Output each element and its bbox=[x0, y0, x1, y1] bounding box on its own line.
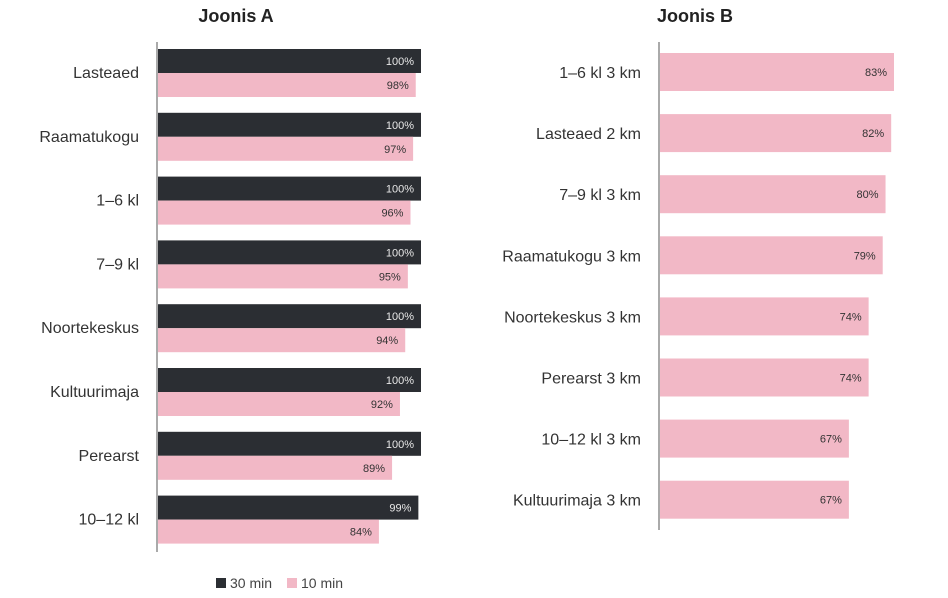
chart-b-data-label: 74% bbox=[840, 311, 862, 323]
chart-a-category-label: 7–9 kl bbox=[96, 256, 139, 273]
chart-b-category-label: Perearst 3 km bbox=[541, 371, 641, 388]
chart-a-category-label: Perearst bbox=[79, 448, 140, 465]
chart-a-data-label: 92% bbox=[371, 399, 393, 411]
chart-a-data-label: 100% bbox=[386, 375, 414, 387]
chart-b-category-label: Kultuurimaja 3 km bbox=[513, 493, 641, 510]
chart-a-category-label: 1–6 kl bbox=[96, 193, 139, 210]
chart-a-bar-30min bbox=[158, 368, 421, 392]
chart-a-bar-10min bbox=[158, 519, 379, 544]
legend-label-30min: 30 min bbox=[230, 575, 272, 591]
chart-a-title: Joonis A bbox=[198, 6, 273, 26]
chart-a-data-label: 100% bbox=[386, 56, 414, 68]
chart-a-category-label: 10–12 kl bbox=[79, 512, 140, 529]
chart-a-data-label: 89% bbox=[363, 463, 385, 475]
chart-a-bar-30min bbox=[158, 304, 421, 329]
chart-b-bar bbox=[660, 53, 894, 91]
legend-swatch-30min bbox=[216, 578, 226, 588]
chart-b-bar bbox=[660, 236, 883, 275]
chart-b-category-label: 7–9 kl 3 km bbox=[559, 187, 641, 204]
chart-a-bar-10min bbox=[158, 328, 406, 353]
chart-b: Joonis B 1–6 kl 3 km 83% Lasteaed 2 km 82% 7… bbox=[502, 6, 894, 530]
chart-a-data-label: 98% bbox=[387, 80, 409, 92]
chart-a-data-label: 100% bbox=[386, 120, 414, 132]
chart-a-category-label: Raamatukogu bbox=[39, 129, 139, 146]
chart-a-bar-30min bbox=[158, 176, 421, 201]
chart-a-data-label: 100% bbox=[386, 184, 414, 196]
chart-b-bar bbox=[660, 358, 869, 397]
chart-b-category-label: Lasteaed 2 km bbox=[536, 126, 641, 143]
chart-a-bar-10min bbox=[158, 136, 414, 161]
legend: 30 min 10 min bbox=[216, 575, 343, 591]
chart-a-category-label: Lasteaed bbox=[73, 65, 139, 82]
chart-b-title: Joonis B bbox=[657, 6, 733, 26]
chart-a-data-label: 100% bbox=[386, 439, 414, 451]
chart-a-category-label: Kultuurimaja bbox=[50, 384, 139, 401]
chart-a-bar-30min bbox=[158, 240, 421, 265]
chart-b-bar bbox=[660, 419, 849, 458]
chart-b-data-label: 80% bbox=[857, 189, 879, 201]
chart-b-category-label: Raamatukogu 3 km bbox=[502, 248, 641, 265]
chart-b-bar bbox=[660, 480, 849, 519]
chart-a-bar-10min bbox=[158, 200, 411, 225]
chart-b-bar bbox=[660, 114, 892, 153]
chart-a-bar-30min bbox=[158, 49, 421, 73]
chart-a-data-label: 96% bbox=[381, 208, 403, 220]
chart-a-data-label: 94% bbox=[376, 335, 398, 347]
legend-swatch-10min bbox=[287, 578, 297, 588]
chart-a-bars: Lasteaed 100% 98% Raamatukogu 100% 97% 1–6 kl 1… bbox=[39, 49, 421, 544]
chart-b-data-label: 67% bbox=[820, 495, 842, 507]
chart-a-bar-30min bbox=[158, 495, 419, 520]
chart-b-bar bbox=[660, 297, 869, 336]
chart-b-data-label: 67% bbox=[820, 434, 842, 446]
chart-a-bar-30min bbox=[158, 431, 421, 456]
chart-a-data-label: 99% bbox=[389, 503, 411, 515]
legend-label-10min: 10 min bbox=[301, 575, 343, 591]
chart-a-bar-10min bbox=[158, 392, 400, 416]
chart-a-bar-30min bbox=[158, 112, 421, 137]
chart-a-bar-10min bbox=[158, 455, 393, 480]
chart-b-data-label: 79% bbox=[854, 250, 876, 262]
chart-a-data-label: 100% bbox=[386, 311, 414, 323]
chart-a-data-label: 95% bbox=[379, 271, 401, 283]
chart-a-category-label: Noortekeskus bbox=[41, 320, 139, 337]
chart-a: Joonis A Lasteaed 100% 98% Raamatukogu 100% 9… bbox=[39, 6, 421, 552]
chart-b-category-label: 1–6 kl 3 km bbox=[559, 65, 641, 82]
chart-b-data-label: 83% bbox=[865, 67, 887, 79]
chart-b-bars: 1–6 kl 3 km 83% Lasteaed 2 km 82% 7–9 kl 3 k… bbox=[502, 53, 894, 519]
chart-a-data-label: 84% bbox=[350, 527, 372, 539]
chart-b-category-label: Noortekeskus 3 km bbox=[504, 309, 641, 326]
chart-a-bar-10min bbox=[158, 264, 408, 289]
chart-a-data-label: 97% bbox=[384, 144, 406, 156]
chart-a-data-label: 100% bbox=[386, 247, 414, 259]
chart-b-data-label: 74% bbox=[840, 373, 862, 385]
chart-a-bar-10min bbox=[158, 73, 416, 97]
chart-b-data-label: 82% bbox=[862, 128, 884, 140]
chart-b-category-label: 10–12 kl 3 km bbox=[541, 432, 641, 449]
chart-b-bar bbox=[660, 175, 886, 214]
